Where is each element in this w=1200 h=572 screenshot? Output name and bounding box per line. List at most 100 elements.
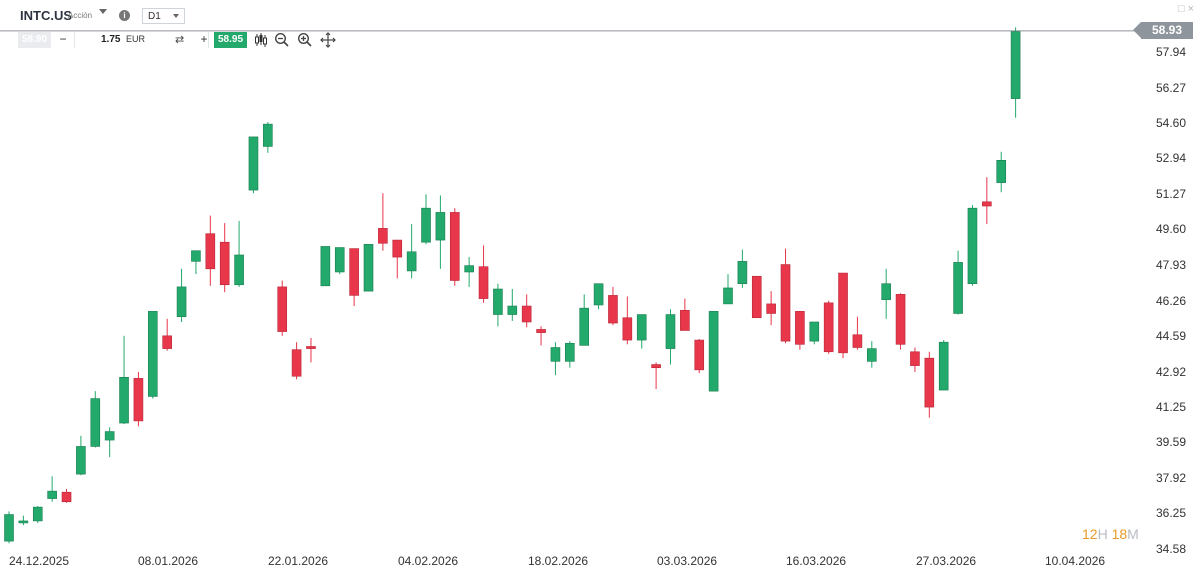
candle	[277, 280, 288, 336]
candle	[593, 283, 604, 310]
candle	[493, 283, 503, 327]
candle	[133, 371, 144, 427]
candle-body	[751, 275, 762, 319]
candle	[967, 204, 978, 286]
window-controls: □ ×	[1178, 3, 1194, 15]
symbol-label[interactable]: INTC.US	[20, 8, 72, 23]
candle-body	[953, 262, 963, 314]
price-axis-tick: 47.93	[1155, 257, 1186, 272]
info-icon[interactable]: i	[119, 10, 130, 21]
candle-body	[421, 207, 431, 243]
candle	[435, 195, 446, 269]
price-axis-tick: 41.25	[1155, 400, 1186, 415]
candle	[32, 506, 43, 524]
candle-body	[852, 334, 863, 348]
candle	[809, 321, 820, 345]
candle	[234, 220, 244, 287]
candle-body	[449, 212, 460, 281]
candle	[1010, 27, 1021, 118]
candle	[766, 291, 776, 326]
candle-body	[234, 254, 244, 286]
candle-body	[996, 159, 1007, 183]
countdown-minutes: 18	[1111, 526, 1128, 542]
candle	[910, 347, 920, 372]
candle-body	[493, 288, 503, 315]
swap-icon[interactable]: ⇄	[175, 34, 185, 46]
candle	[148, 311, 158, 399]
trade-bar: 58.90 − 1.75 EUR ⇄ + 58.95	[18, 32, 348, 48]
candle	[191, 250, 201, 275]
current-price-tag: 58.93	[1133, 22, 1193, 40]
date-axis-tick: 08.01.2026	[138, 554, 199, 568]
price-axis-tick: 57.94	[1155, 45, 1186, 59]
candle	[349, 248, 359, 307]
candle-body	[665, 314, 676, 349]
asset-type-label: Acción	[68, 11, 93, 20]
candle-countdown: 12H 18M	[1082, 526, 1139, 542]
date-axis-tick: 10.04.2026	[1045, 554, 1106, 568]
candle-body	[809, 321, 820, 342]
candle-body	[636, 314, 647, 341]
candle-body	[924, 357, 935, 408]
candle	[651, 362, 661, 390]
candle-body	[176, 286, 187, 317]
candle-body	[277, 286, 288, 332]
candle	[579, 294, 590, 346]
candle-body	[593, 283, 604, 306]
candle-body	[938, 341, 949, 391]
candle-body	[838, 272, 848, 354]
date-axis-tick: 16.03.2026	[786, 554, 847, 568]
candle	[982, 177, 992, 225]
candle-body	[507, 305, 518, 315]
close-icon[interactable]: ×	[1187, 3, 1194, 15]
candle-body	[478, 266, 489, 299]
candle-body	[191, 250, 201, 262]
date-axis-tick: 22.01.2026	[268, 554, 329, 568]
restore-icon[interactable]: □	[1177, 3, 1185, 15]
quantity-decrease-button[interactable]: −	[59, 32, 67, 46]
candle-body	[18, 520, 29, 524]
candle-body	[708, 311, 719, 392]
buy-button[interactable]: 58.95	[214, 32, 247, 48]
candle	[90, 391, 101, 448]
timeframe-select[interactable]: D1	[142, 8, 185, 24]
candle	[852, 316, 863, 350]
zoom-in-icon[interactable]	[297, 32, 313, 48]
price-axis-tick: 46.26	[1155, 293, 1186, 308]
candle-body	[651, 364, 661, 369]
candle-body	[205, 233, 216, 270]
candle	[823, 300, 834, 354]
move-icon[interactable]	[320, 32, 336, 48]
candle	[176, 268, 187, 322]
candle	[665, 309, 676, 365]
candle-body	[866, 348, 877, 362]
candle	[751, 275, 762, 319]
candle-body	[392, 239, 403, 258]
zoom-out-icon[interactable]	[274, 32, 290, 48]
chart-type-icon[interactable]	[254, 32, 268, 48]
instrument-header: INTC.US Acción i D1	[0, 0, 345, 30]
candle-body	[363, 244, 374, 292]
quantity-value: 1.75	[101, 34, 121, 45]
candle-body	[349, 248, 359, 296]
chevron-down-icon[interactable]	[99, 9, 107, 14]
candle-body	[148, 311, 158, 397]
price-axis-tick: 37.92	[1155, 470, 1186, 485]
candle-body	[248, 136, 259, 191]
candle	[291, 342, 302, 380]
sell-button[interactable]: 58.90	[18, 32, 51, 48]
timeframe-value: D1	[148, 11, 161, 22]
quantity-input[interactable]: 1.75 EUR ⇄	[74, 32, 209, 48]
candle	[464, 257, 474, 287]
candle-body	[378, 228, 388, 244]
candle-body	[291, 349, 302, 377]
candle	[205, 215, 216, 286]
candle	[378, 193, 388, 251]
candle-body	[133, 378, 144, 422]
candle	[636, 314, 647, 349]
quantity-increase-button[interactable]: +	[200, 32, 208, 46]
candle	[723, 274, 733, 305]
candle-body	[823, 302, 834, 353]
candle	[881, 268, 891, 319]
